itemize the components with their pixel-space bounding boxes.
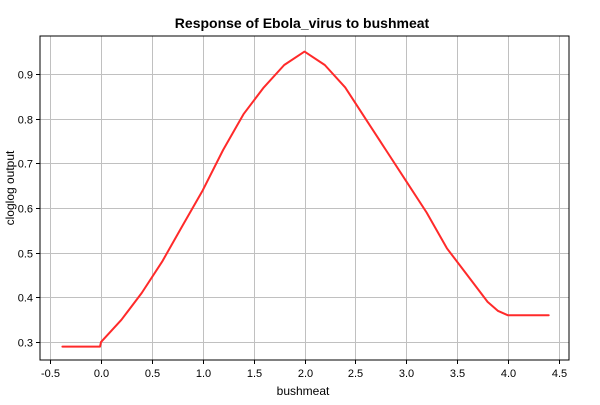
x-tick-label: 1.0 [196, 368, 211, 380]
response-curve-line [61, 50, 550, 348]
y-tick-label: 0.9 [18, 70, 33, 82]
y-axis-label: cloglog output [3, 150, 17, 225]
chart-title: Response of Ebola_virus to bushmeat [175, 15, 430, 31]
x-tick-label: 2.0 [298, 368, 313, 380]
y-tick-label: 0.8 [18, 115, 33, 127]
x-tick-label: -0.5 [41, 368, 60, 380]
y-tick-label: 0.6 [18, 204, 33, 216]
x-tick-label: 0.0 [94, 368, 109, 380]
x-axis-label: bushmeat [277, 384, 330, 398]
series-layer [61, 50, 550, 348]
x-tick-label: 3.5 [450, 368, 465, 380]
x-tick-label: 1.5 [247, 368, 262, 380]
plot-area-frame [39, 35, 570, 361]
y-tick-label: 0.7 [18, 159, 33, 171]
x-tick-label: 0.5 [145, 368, 160, 380]
x-tick-label: 3.0 [399, 368, 414, 380]
y-tick-label: 0.3 [18, 338, 33, 350]
y-tick-label: 0.5 [18, 249, 33, 261]
y-axis: 0.3 0.4 0.5 0.6 0.7 0.8 0.9 [18, 70, 40, 350]
x-tick-label: 2.5 [348, 368, 363, 380]
x-tick-label: 4.5 [552, 368, 567, 380]
y-tick-label: 0.4 [18, 293, 33, 305]
x-axis: -0.5 0.0 0.5 1.0 1.5 2.0 2.5 3.0 3.5 4.0 4.5 [41, 360, 567, 380]
x-tick-label: 4.0 [501, 368, 516, 380]
grid [40, 36, 569, 360]
